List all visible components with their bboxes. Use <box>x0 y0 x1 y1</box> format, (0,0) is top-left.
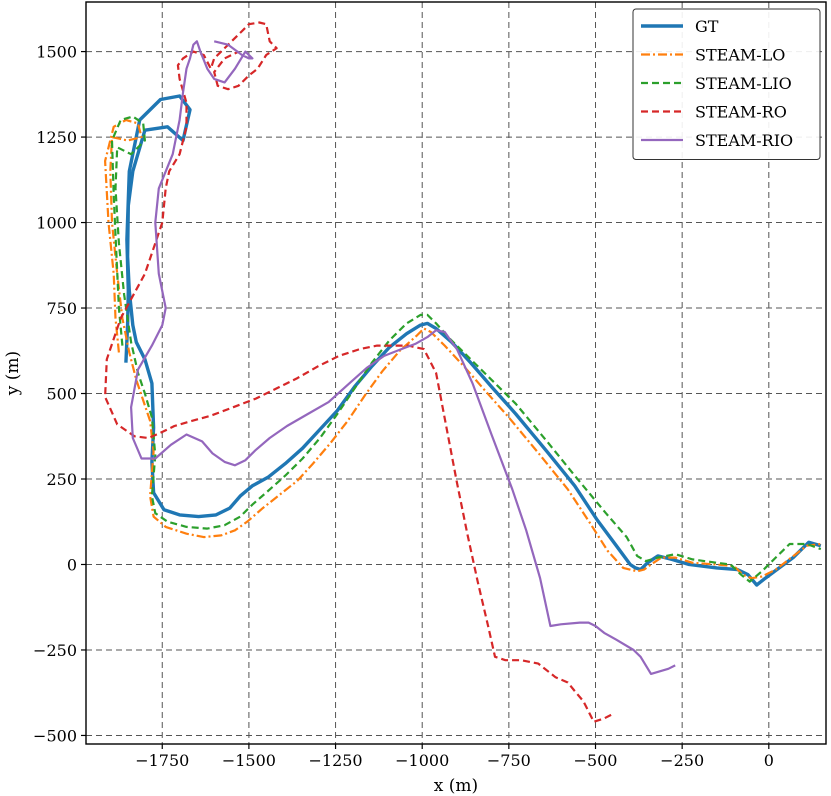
series-line-gt <box>124 94 822 587</box>
series-line-steam-rio <box>130 40 676 676</box>
x-tick-label: −1750 <box>135 751 189 770</box>
legend-label: GT <box>695 17 719 36</box>
series-line-steam-lio <box>110 115 822 583</box>
legend-box <box>632 8 821 160</box>
y-tick-label: 250 <box>46 470 77 489</box>
series-line-steam-ro <box>103 21 612 723</box>
y-tick-label: 1500 <box>36 43 77 62</box>
y-tick-label: −250 <box>33 641 77 660</box>
y-tick-label: 750 <box>46 299 77 318</box>
y-tick-label: 0 <box>67 555 77 574</box>
x-tick-label: 0 <box>764 751 774 770</box>
series-line-steam-lo <box>103 118 821 580</box>
y-tick-label: 1000 <box>36 214 77 233</box>
x-tick-label: −1500 <box>222 751 276 770</box>
legend: GT STEAM-LO STEAM-LIO STEAM-RO STEAM-RIO <box>632 8 821 160</box>
x-tick-label: −1250 <box>308 751 362 770</box>
legend-label: STEAM-RO <box>695 103 787 122</box>
plot-frame <box>85 1 827 745</box>
x-axis-label: x (m) <box>434 776 478 796</box>
grid <box>86 2 826 744</box>
x-tick-label: −500 <box>574 751 618 770</box>
legend-label: STEAM-LO <box>695 46 785 65</box>
x-tick-label: −750 <box>487 751 531 770</box>
axis-ticks: −1750 −1500 −1250 −1000 −750 −500 −250 0 −500 −25… <box>33 43 774 770</box>
y-axis-label: y (m) <box>3 351 23 396</box>
x-tick-label: −250 <box>660 751 704 770</box>
series-lines <box>103 21 822 723</box>
y-tick-label: −500 <box>33 726 77 745</box>
y-tick-label: 1250 <box>36 128 77 147</box>
legend-label: STEAM-RIO <box>695 131 793 150</box>
legend-label: STEAM-LIO <box>695 74 792 93</box>
x-tick-label: −1000 <box>395 751 449 770</box>
y-tick-label: 500 <box>46 385 77 404</box>
